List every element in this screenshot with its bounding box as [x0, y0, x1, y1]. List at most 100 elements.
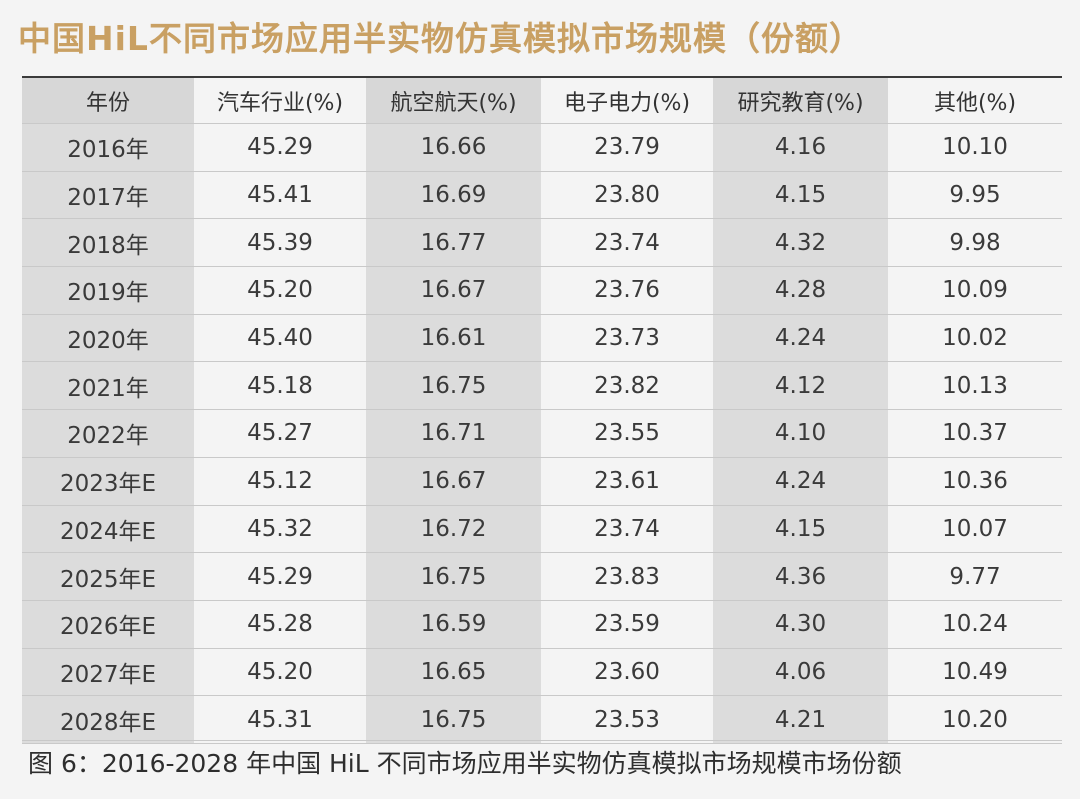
value-cell: 10.13 — [888, 361, 1062, 411]
value-cell: 16.59 — [366, 600, 541, 649]
value-cell: 45.41 — [194, 171, 366, 220]
year-cell: 2016年 — [22, 123, 194, 172]
value-cell: 23.73 — [541, 314, 713, 363]
year-cell: 2018年 — [22, 218, 194, 268]
year-cell: 2024年E — [22, 505, 194, 554]
year-cell: 2020年 — [22, 314, 194, 363]
year-cell: 2026年E — [22, 600, 194, 649]
value-cell: 10.49 — [888, 648, 1062, 697]
value-cell: 23.76 — [541, 266, 713, 315]
year-cell: 2023年E — [22, 457, 194, 506]
value-cell: 16.77 — [366, 218, 541, 268]
table-row: 2018年 45.39 16.77 23.74 4.32 9.98 — [22, 218, 1062, 268]
value-cell: 4.24 — [713, 457, 888, 506]
value-cell: 23.61 — [541, 457, 713, 506]
market-share-table: 年份 汽车行业(%) 航空航天(%) 电子电力(%) 研究教育(%) 其他(%) 2016… — [22, 78, 1062, 744]
value-cell: 23.80 — [541, 171, 713, 220]
value-cell: 23.74 — [541, 505, 713, 554]
value-cell: 10.07 — [888, 505, 1062, 554]
value-cell: 16.71 — [366, 409, 541, 458]
value-cell: 9.77 — [888, 552, 1062, 601]
table-row: 2027年E 45.20 16.65 23.60 4.06 10.49 — [22, 648, 1062, 697]
value-cell: 4.21 — [713, 695, 888, 744]
table-bottom-rule — [22, 740, 1062, 741]
year-cell: 2022年 — [22, 409, 194, 458]
table-top-rule — [22, 76, 1062, 78]
value-cell: 45.29 — [194, 552, 366, 601]
value-cell: 23.55 — [541, 409, 713, 458]
column-header: 汽车行业(%) — [194, 78, 366, 124]
chart-title: 中国HiL不同市场应用半实物仿真模拟市场规模（份额） — [18, 19, 863, 58]
table-row: 2019年 45.20 16.67 23.76 4.28 10.09 — [22, 266, 1062, 315]
value-cell: 45.29 — [194, 123, 366, 172]
value-cell: 45.20 — [194, 648, 366, 697]
value-cell: 10.20 — [888, 695, 1062, 744]
figure-caption: 图 6：2016-2028 年中国 HiL 不同市场应用半实物仿真模拟市场规模市… — [28, 749, 902, 778]
value-cell: 10.24 — [888, 600, 1062, 649]
year-cell: 2017年 — [22, 171, 194, 220]
column-header: 年份 — [22, 78, 194, 124]
value-cell: 4.10 — [713, 409, 888, 458]
value-cell: 45.12 — [194, 457, 366, 506]
table-row: 2025年E 45.29 16.75 23.83 4.36 9.77 — [22, 552, 1062, 601]
value-cell: 16.65 — [366, 648, 541, 697]
value-cell: 4.12 — [713, 361, 888, 411]
value-cell: 4.28 — [713, 266, 888, 315]
value-cell: 45.32 — [194, 505, 366, 554]
year-cell: 2021年 — [22, 361, 194, 411]
year-cell: 2019年 — [22, 266, 194, 315]
value-cell: 45.31 — [194, 695, 366, 744]
value-cell: 4.30 — [713, 600, 888, 649]
value-cell: 9.95 — [888, 171, 1062, 220]
value-cell: 45.28 — [194, 600, 366, 649]
value-cell: 10.36 — [888, 457, 1062, 506]
value-cell: 16.67 — [366, 266, 541, 315]
value-cell: 16.75 — [366, 695, 541, 744]
table-row: 2016年 45.29 16.66 23.79 4.16 10.10 — [22, 123, 1062, 172]
value-cell: 16.75 — [366, 552, 541, 601]
value-cell: 4.06 — [713, 648, 888, 697]
table-body: 2016年 45.29 16.66 23.79 4.16 10.10 2017年 45.41 1… — [22, 123, 1062, 744]
value-cell: 9.98 — [888, 218, 1062, 268]
year-cell: 2028年E — [22, 695, 194, 744]
value-cell: 23.74 — [541, 218, 713, 268]
value-cell: 4.36 — [713, 552, 888, 601]
value-cell: 45.39 — [194, 218, 366, 268]
year-cell: 2027年E — [22, 648, 194, 697]
value-cell: 4.15 — [713, 171, 888, 220]
value-cell: 16.66 — [366, 123, 541, 172]
value-cell: 23.83 — [541, 552, 713, 601]
table-row: 2026年E 45.28 16.59 23.59 4.30 10.24 — [22, 600, 1062, 649]
value-cell: 45.27 — [194, 409, 366, 458]
table-row: 2024年E 45.32 16.72 23.74 4.15 10.07 — [22, 505, 1062, 554]
table-row: 2028年E 45.31 16.75 23.53 4.21 10.20 — [22, 695, 1062, 744]
value-cell: 4.32 — [713, 218, 888, 268]
value-cell: 23.53 — [541, 695, 713, 744]
value-cell: 45.40 — [194, 314, 366, 363]
year-cell: 2025年E — [22, 552, 194, 601]
column-header: 电子电力(%) — [541, 78, 713, 124]
value-cell: 16.75 — [366, 361, 541, 411]
table-row: 2022年 45.27 16.71 23.55 4.10 10.37 — [22, 409, 1062, 458]
value-cell: 23.82 — [541, 361, 713, 411]
table-row: 2020年 45.40 16.61 23.73 4.24 10.02 — [22, 314, 1062, 363]
value-cell: 23.79 — [541, 123, 713, 172]
column-header: 其他(%) — [888, 78, 1062, 124]
column-header: 航空航天(%) — [366, 78, 541, 124]
value-cell: 10.37 — [888, 409, 1062, 458]
table-header-row: 年份 汽车行业(%) 航空航天(%) 电子电力(%) 研究教育(%) 其他(%) — [22, 78, 1062, 124]
column-header: 研究教育(%) — [713, 78, 888, 124]
value-cell: 23.59 — [541, 600, 713, 649]
value-cell: 45.20 — [194, 266, 366, 315]
value-cell: 10.10 — [888, 123, 1062, 172]
table-row: 2017年 45.41 16.69 23.80 4.15 9.95 — [22, 171, 1062, 220]
value-cell: 23.60 — [541, 648, 713, 697]
value-cell: 4.15 — [713, 505, 888, 554]
value-cell: 16.67 — [366, 457, 541, 506]
value-cell: 45.18 — [194, 361, 366, 411]
table-row: 2021年 45.18 16.75 23.82 4.12 10.13 — [22, 361, 1062, 411]
table-row: 2023年E 45.12 16.67 23.61 4.24 10.36 — [22, 457, 1062, 506]
value-cell: 16.72 — [366, 505, 541, 554]
value-cell: 16.61 — [366, 314, 541, 363]
value-cell: 10.02 — [888, 314, 1062, 363]
